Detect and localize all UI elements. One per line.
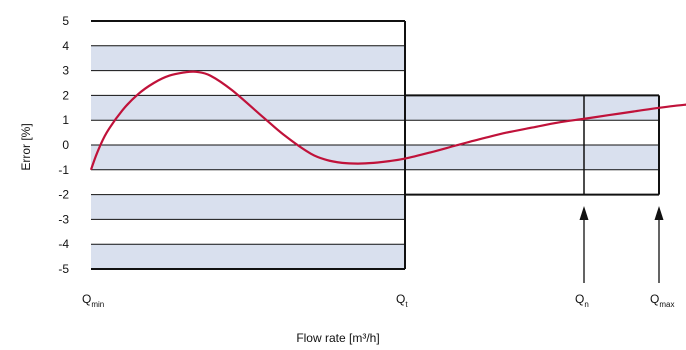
y-axis-title: Error [%] — [19, 123, 33, 170]
x-axis-title: Flow rate [m³/h] — [296, 331, 379, 345]
band-zone2 — [405, 95, 659, 121]
arrow-head-qmax — [654, 206, 664, 220]
x-marker-base: Q — [575, 292, 584, 306]
band-zone2 — [405, 145, 659, 170]
error-curve — [89, 70, 686, 171]
y-tick-label: -1 — [58, 163, 69, 177]
y-tick-label: -2 — [58, 188, 69, 202]
x-marker-base: Q — [396, 292, 405, 306]
y-tick-label: 2 — [62, 88, 69, 102]
y-tick-label: 5 — [62, 14, 69, 28]
x-axis-markers: Qmin Qt Qn Qmax — [82, 292, 674, 309]
y-tick-label: 0 — [62, 138, 69, 152]
band-zone1 — [91, 244, 405, 269]
y-tick-label: -3 — [58, 212, 69, 226]
band-zone1 — [91, 95, 405, 121]
y-tick-label: 3 — [62, 64, 69, 78]
band-zone1 — [91, 194, 405, 220]
x-marker-label: Qt — [396, 292, 408, 309]
arrow-head-qn — [579, 206, 589, 220]
y-tick-labels: 5 4 3 2 1 0 -1 -2 -3 -4 -5 — [58, 14, 69, 276]
x-marker-subscript: t — [405, 300, 408, 309]
flow-rate-arrows — [579, 206, 664, 283]
x-marker-label: Qmin — [82, 292, 104, 309]
y-tick-label: 1 — [62, 113, 69, 127]
band-zone1 — [91, 145, 405, 170]
tolerance-bands — [91, 45, 659, 269]
y-tick-label: 4 — [62, 39, 69, 53]
x-marker-subscript: n — [584, 300, 588, 309]
error-curve-group — [89, 70, 686, 171]
x-marker-subscript: min — [91, 300, 104, 309]
x-marker-base: Q — [650, 292, 659, 306]
y-tick-label: -5 — [58, 262, 69, 276]
y-tick-label: -4 — [58, 237, 69, 251]
x-marker-label: Qmax — [650, 292, 674, 309]
x-marker-base: Q — [82, 292, 91, 306]
grid-lines — [91, 20, 660, 270]
x-marker-subscript: max — [659, 300, 674, 309]
band-zone1 — [91, 45, 405, 71]
x-marker-label: Qn — [575, 292, 589, 309]
